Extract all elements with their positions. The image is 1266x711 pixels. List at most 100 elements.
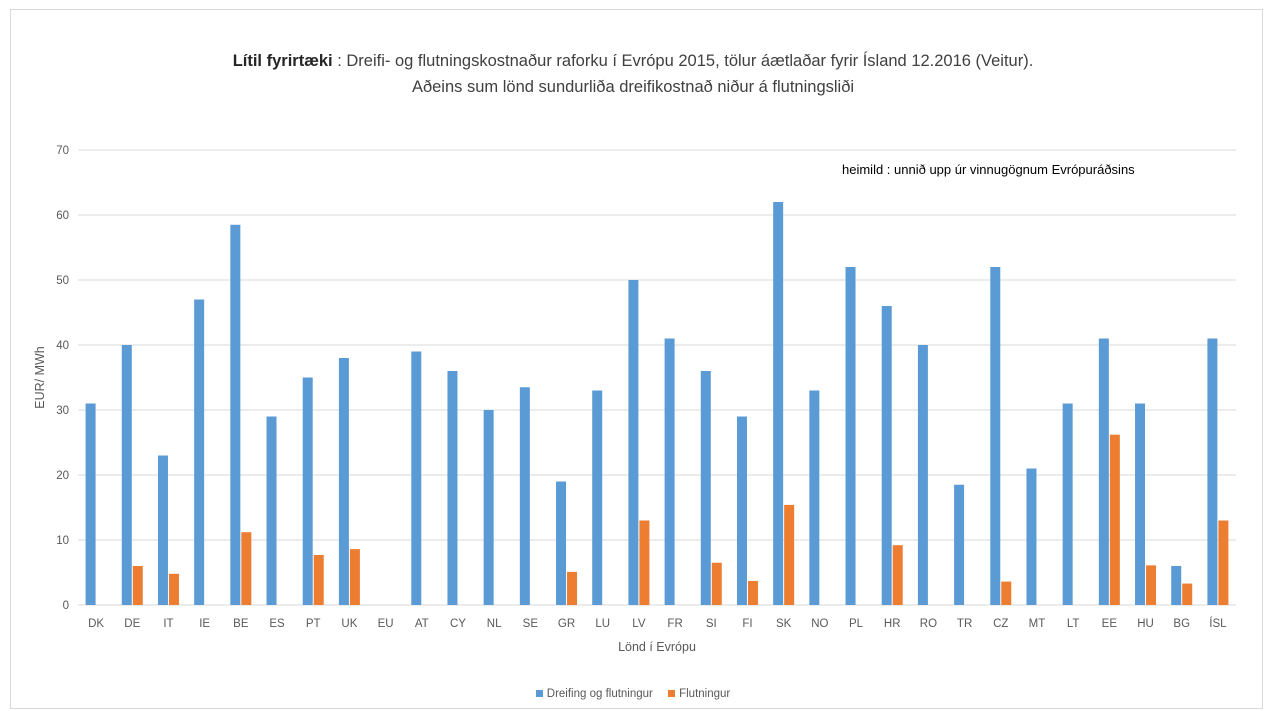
y-tick-label: 0 bbox=[63, 600, 69, 612]
x-tick-label: CZ bbox=[993, 618, 1008, 630]
x-tick-label: IE bbox=[199, 618, 210, 630]
x-tick-label: LV bbox=[632, 618, 646, 630]
chart-title: Lítil fyrirtæki : Dreifi- og flutningsko… bbox=[0, 48, 1266, 100]
bar-series1 bbox=[230, 224, 241, 605]
x-tick-label: AT bbox=[415, 618, 429, 630]
x-tick-label: DE bbox=[124, 618, 140, 630]
legend-label-series2: Flutningur bbox=[679, 688, 731, 700]
x-tick-label: MT bbox=[1029, 618, 1046, 630]
x-tick-label: FR bbox=[667, 618, 682, 630]
bar-series1 bbox=[302, 377, 313, 605]
bar-series1 bbox=[700, 371, 711, 605]
x-tick-label: CY bbox=[450, 618, 466, 630]
bar-series2 bbox=[168, 573, 179, 605]
x-tick-label: RO bbox=[920, 618, 937, 630]
bar-series2 bbox=[132, 566, 143, 605]
x-axis-label: Lönd í Evrópu bbox=[618, 640, 696, 654]
bar-series1 bbox=[338, 358, 349, 605]
x-tick-label: UK bbox=[341, 618, 357, 630]
bar-series1 bbox=[266, 416, 277, 605]
x-tick-label: DK bbox=[88, 618, 104, 630]
x-tick-label: SE bbox=[523, 618, 539, 630]
bar-series2 bbox=[639, 520, 650, 605]
bar-series1 bbox=[954, 484, 965, 605]
bar-series1 bbox=[1062, 403, 1073, 605]
legend-swatch-series2 bbox=[668, 690, 676, 697]
y-tick-label: 40 bbox=[56, 340, 69, 352]
legend-swatch-series1 bbox=[535, 690, 543, 697]
x-tick-label: EU bbox=[378, 618, 394, 630]
bar-series1 bbox=[1207, 338, 1218, 605]
bar-series2 bbox=[1146, 565, 1157, 605]
bar-series1 bbox=[736, 416, 747, 605]
bar-series1 bbox=[881, 306, 892, 605]
x-tick-label: HR bbox=[884, 618, 901, 630]
bar-series1 bbox=[447, 371, 458, 605]
legend-item-series2: Flutningur bbox=[668, 688, 730, 700]
bar-series2 bbox=[711, 562, 722, 605]
bar-series2 bbox=[313, 554, 324, 605]
x-tick-label: IT bbox=[163, 618, 173, 630]
x-tick-label: BE bbox=[233, 618, 249, 630]
x-tick-label: BG bbox=[1173, 618, 1190, 630]
legend: Dreifing og flutningur Flutningur bbox=[0, 688, 1266, 700]
bar-series2 bbox=[747, 580, 758, 605]
y-axis-label: EUR/ MWh bbox=[33, 346, 47, 409]
x-tick-label: GR bbox=[558, 618, 575, 630]
y-tick-label: 70 bbox=[56, 145, 69, 157]
x-tick-label: PT bbox=[306, 618, 321, 630]
chart-title-bold: Lítil fyrirtæki bbox=[232, 52, 333, 70]
source-note: heimild : unnið upp úr vinnugögnum Evróp… bbox=[842, 162, 1135, 177]
bar-series2 bbox=[349, 549, 360, 605]
y-tick-label: 20 bbox=[56, 470, 69, 482]
bar-series1 bbox=[1135, 403, 1146, 605]
bar-series2 bbox=[1109, 434, 1120, 605]
x-tick-label: FI bbox=[742, 618, 752, 630]
bar-series2 bbox=[1001, 581, 1012, 605]
bar-series2 bbox=[784, 504, 795, 605]
bar-series1 bbox=[664, 338, 675, 605]
bar-series1 bbox=[411, 351, 422, 605]
x-tick-label: NO bbox=[811, 618, 828, 630]
chart-title-rest: : Dreifi- og flutningskostnaður raforku … bbox=[332, 52, 1034, 70]
y-tick-label: 60 bbox=[56, 210, 69, 222]
x-tick-label: PL bbox=[849, 618, 864, 630]
bar-series1 bbox=[809, 390, 820, 605]
x-tick-label: EE bbox=[1102, 618, 1118, 630]
bar-series2 bbox=[567, 571, 578, 605]
y-tick-label: 50 bbox=[56, 275, 69, 287]
bar-series2 bbox=[1182, 583, 1193, 605]
x-tick-label: SK bbox=[776, 618, 792, 630]
x-tick-label: NL bbox=[487, 618, 502, 630]
bar-series2 bbox=[892, 545, 903, 605]
bar-series1 bbox=[773, 202, 784, 605]
bar-series1 bbox=[990, 267, 1001, 605]
bar-series1 bbox=[121, 345, 132, 605]
x-tick-label: LU bbox=[595, 618, 610, 630]
x-tick-label: TR bbox=[957, 618, 972, 630]
bar-series1 bbox=[157, 455, 168, 605]
bar-series1 bbox=[917, 345, 928, 605]
chart-frame bbox=[10, 9, 1263, 709]
bar-series1 bbox=[845, 267, 856, 605]
bar-series1 bbox=[1171, 566, 1182, 605]
bar-series2 bbox=[241, 532, 252, 605]
x-tick-label: LT bbox=[1067, 618, 1080, 630]
bar-series1 bbox=[519, 387, 530, 605]
bar-series1 bbox=[483, 410, 494, 605]
y-tick-label: 10 bbox=[56, 535, 69, 547]
x-tick-label: HU bbox=[1137, 618, 1154, 630]
x-tick-label: SI bbox=[706, 618, 717, 630]
bar-series1 bbox=[194, 299, 205, 605]
bar-series1 bbox=[556, 481, 567, 605]
bar-series1 bbox=[85, 403, 96, 605]
x-tick-label: ÍSL bbox=[1209, 617, 1227, 630]
bar-series2 bbox=[1218, 520, 1229, 605]
bar-series1 bbox=[628, 280, 639, 605]
chart-subtitle: Aðeins sum lönd sundurliða dreifikostnað… bbox=[411, 78, 855, 96]
bar-series1 bbox=[1026, 468, 1037, 605]
bar-series1 bbox=[592, 390, 603, 605]
x-tick-label: ES bbox=[269, 618, 285, 630]
legend-label-series1: Dreifing og flutningur bbox=[546, 688, 653, 700]
